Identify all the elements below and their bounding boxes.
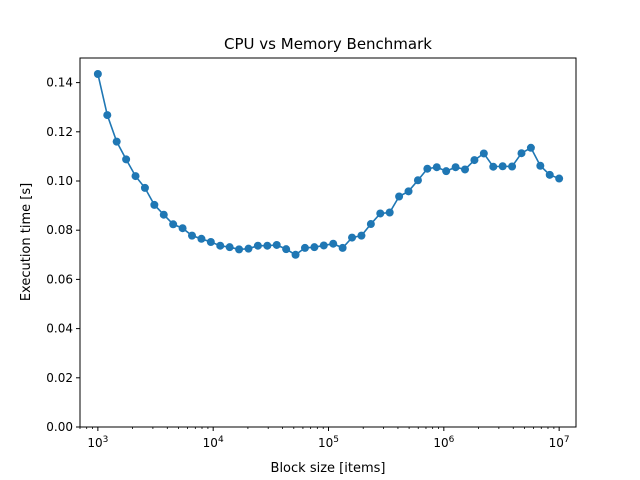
- data-point: [489, 162, 498, 171]
- data-point: [366, 220, 375, 229]
- data-point: [282, 245, 291, 254]
- y-tick-label: 0.10: [46, 174, 73, 188]
- data-point: [470, 156, 479, 165]
- data-point: [197, 234, 206, 243]
- chart-title: CPU vs Memory Benchmark: [224, 35, 432, 53]
- data-point: [178, 224, 187, 233]
- y-tick-label: 0.14: [46, 76, 73, 90]
- y-axis-label: Execution time [s]: [19, 183, 34, 301]
- data-point: [385, 208, 394, 217]
- data-point: [376, 209, 385, 218]
- data-point: [319, 241, 328, 250]
- x-tick-label: 105: [318, 435, 339, 450]
- data-point: [432, 163, 441, 172]
- x-tick-label: 103: [87, 435, 108, 450]
- data-point: [395, 192, 404, 201]
- data-point: [159, 210, 168, 219]
- data-point: [508, 162, 517, 171]
- x-axis-label: Block size [items]: [271, 461, 386, 476]
- data-point: [122, 155, 131, 164]
- plot-frame: [79, 57, 577, 428]
- y-tick-label: 0.02: [46, 371, 73, 385]
- data-point: [103, 111, 112, 120]
- data-point: [461, 165, 470, 174]
- data-point: [112, 137, 121, 146]
- data-point: [357, 231, 366, 240]
- data-point: [479, 149, 488, 158]
- y-tick-label: 0.04: [46, 322, 73, 336]
- data-point: [517, 149, 526, 158]
- data-point: [253, 241, 262, 250]
- data-point: [536, 161, 545, 170]
- x-tick-label: 106: [433, 435, 454, 450]
- data-point: [150, 200, 159, 209]
- data-point: [498, 162, 507, 171]
- data-point: [169, 220, 178, 229]
- data-point: [451, 163, 460, 172]
- data-point: [423, 164, 432, 173]
- data-point: [235, 245, 244, 254]
- data-point: [413, 176, 422, 185]
- data-point: [244, 244, 253, 253]
- y-tick-label: 0.12: [46, 125, 73, 139]
- data-point: [140, 183, 149, 192]
- data-point: [225, 243, 234, 252]
- y-tick-label: 0.00: [46, 420, 73, 434]
- data-point: [300, 243, 309, 252]
- y-tick-label: 0.08: [46, 223, 73, 237]
- data-point: [329, 239, 338, 248]
- data-point: [555, 174, 564, 183]
- data-point: [442, 167, 451, 176]
- data-point: [310, 243, 319, 252]
- data-point: [216, 241, 225, 250]
- data-point: [404, 187, 413, 196]
- y-axis-ticks: 0.00 0.02 0.04 0.06 0.08 0.10 0.12 0.14: [46, 76, 80, 434]
- data-point: [338, 243, 347, 252]
- x-tick-label: 107: [549, 435, 570, 450]
- data-point: [206, 238, 215, 247]
- data-point: [545, 170, 554, 179]
- x-axis-ticks: 103 104 105 106 107: [79, 427, 570, 450]
- y-tick-label: 0.06: [46, 272, 73, 286]
- data-point: [291, 250, 300, 259]
- series-points: [93, 69, 564, 259]
- data-point: [348, 233, 357, 242]
- data-point: [272, 240, 281, 249]
- data-point: [131, 172, 140, 181]
- data-point: [93, 69, 102, 78]
- data-point: [188, 231, 197, 240]
- data-point: [526, 143, 535, 152]
- plot-area: [79, 57, 577, 428]
- data-point: [263, 241, 272, 250]
- x-tick-label: 104: [203, 435, 224, 450]
